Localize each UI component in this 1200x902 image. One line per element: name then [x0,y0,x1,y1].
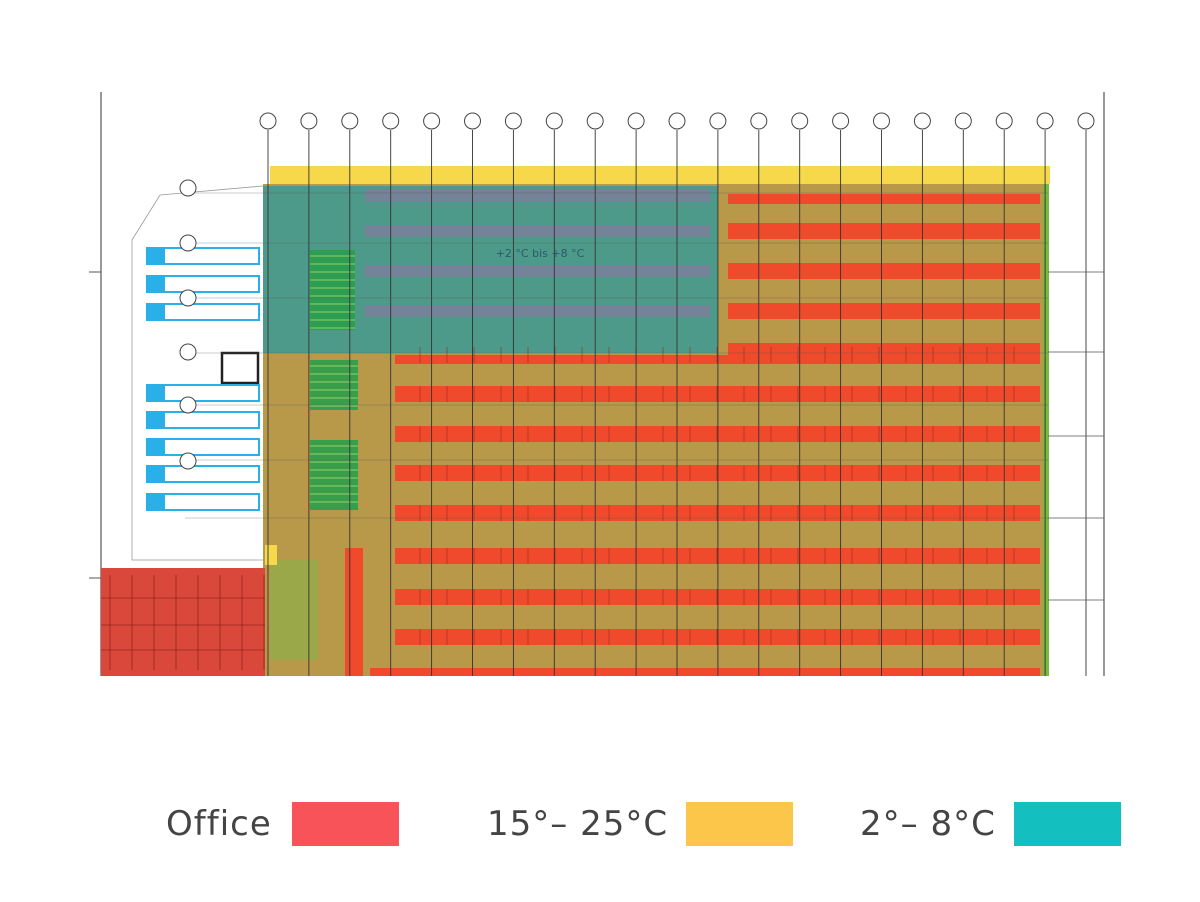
grid-axis-bubble [423,112,441,130]
grid-axis-bubble [179,452,197,470]
legend-swatch-cold [1013,802,1121,846]
grid-axis-bubble [954,112,972,130]
rack-row [728,263,1040,279]
cold-rack-row [365,265,710,277]
legend-swatch-ambient [686,802,794,846]
grid-axis-bubble [873,112,890,130]
grid-axis-bubble [1036,112,1054,130]
grid-axis-bubble [668,112,686,130]
rack-row [728,303,1040,319]
grid-axis-bubble [464,112,481,130]
grid-axis-bubble [1077,112,1095,130]
grid-axis-bubble [545,112,563,130]
legend-label-cold: 2°– 8°C [860,804,996,844]
dock-leveler [147,248,165,264]
rack-row [370,668,1040,676]
green-rack-block [310,440,358,510]
grid-axis-bubble [627,112,645,130]
dock-leveler [147,494,165,510]
yellow-band-top [270,166,1050,184]
legend-ambient: 15°– 25°C [487,800,794,848]
grid-axis-bubble [179,396,197,414]
dock-leveler [147,412,165,428]
grid-axis-bubble [791,112,809,130]
cold-rack-row [365,225,710,237]
grid-axis-bubble [179,289,197,307]
dock-leveler [147,439,165,455]
grid-axis-bubble [832,112,850,130]
rack-ticks [419,347,1015,645]
zone-label: +2 °C bis +8 °C [496,247,585,260]
green-rack-block [310,250,355,330]
cold-rack-row [365,190,710,202]
grid-axis-bubble [179,343,197,361]
legend-cold: 2°– 8°C [860,800,1121,848]
cold-rack-row [365,305,710,317]
grid-axis-bubble [259,112,277,130]
green-racks [310,250,358,510]
yellow-marker [265,545,277,565]
legend-label-ambient: 15°– 25°C [487,804,669,844]
grid-axis-bubble [300,112,318,130]
grid-axis-bubble [504,112,522,130]
staging-area [270,560,318,660]
dock-doors [146,247,260,511]
grid-axes [101,112,1104,676]
legend-office: Office [166,800,399,848]
grid-axis-bubble [995,112,1013,130]
office-details [101,575,265,670]
grid-axis-bubble [341,112,359,130]
dock-leveler [147,304,165,320]
office-zone [101,568,265,676]
booth [220,351,260,385]
grid-axis-bubble [586,112,604,130]
grid-axis-bubble [382,112,400,130]
dock-leveler [147,276,165,292]
right-edge [1043,184,1049,676]
legend-label-office: Office [166,804,272,844]
grid-axis-bubble [179,179,197,197]
grid-axis-bubble [709,112,727,130]
grid-axis-bubble [913,112,931,130]
grid-axis-bubble [750,112,768,130]
rack-row [728,194,1040,204]
green-rack-block [310,360,358,410]
legend-swatch-office [291,802,399,846]
rack-row [728,223,1040,239]
grid-axis-bubble [179,234,197,252]
dock-leveler [147,385,165,401]
dock-leveler [147,466,165,482]
rack-column [345,548,363,676]
